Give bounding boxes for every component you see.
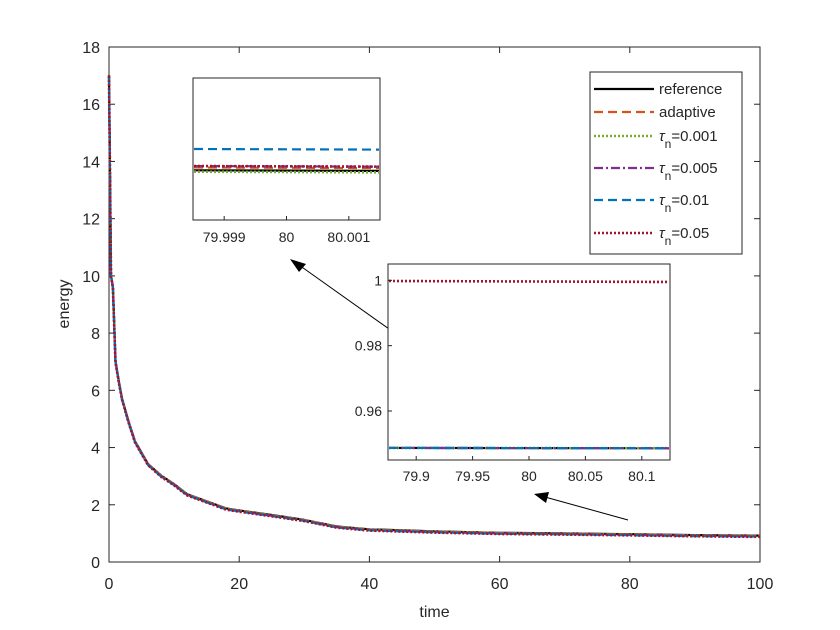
legend-items: reference adaptive τn=0.001 τn=0.005 τn=0.01… — [594, 81, 722, 248]
y-tick-label: 12 — [82, 212, 100, 229]
inset-right-x-tick-label: 79.9 — [403, 468, 430, 484]
x-tick-label: 40 — [361, 576, 379, 593]
inset-right-x-tick-label: 80.1 — [628, 468, 655, 484]
y-tick-label: 10 — [82, 269, 100, 286]
inset-right-y-tick-label: 1 — [374, 272, 382, 288]
inset-top-left-x-ticks: 79.999 80 80.001 — [203, 216, 370, 245]
inset-right-y-tick-label: 0.96 — [355, 403, 382, 419]
inset-top-left-line-0 — [193, 169, 380, 172]
x-tick-label: 60 — [491, 576, 509, 593]
y-tick-label: 18 — [82, 40, 100, 57]
legend-label-4: τn=0.01 — [659, 192, 709, 215]
series-line-5 — [107, 76, 761, 539]
x-axis-label: time — [419, 604, 449, 621]
legend-label-3: τn=0.005 — [659, 160, 718, 183]
inset-top-left-line-5 — [193, 164, 380, 168]
x-tick-label: 80 — [621, 576, 639, 593]
legend-label-5: τn=0.05 — [659, 225, 709, 248]
inset-top-left-x-tick-label: 79.999 — [203, 229, 246, 245]
legend-box — [589, 71, 743, 255]
y-tick-label: 16 — [82, 97, 100, 114]
main-y-ticks: 0 2 4 6 8 10 12 14 16 18 — [82, 40, 760, 572]
inset-right-line-5 — [388, 279, 670, 284]
y-tick-label: 2 — [91, 498, 100, 515]
arrow-to-right-inset — [544, 496, 629, 521]
inset-right-y-ticks: 0.96 0.98 1 — [355, 272, 392, 419]
inset-top-left-line-2 — [193, 170, 380, 174]
arrowhead-right-inset — [534, 492, 549, 503]
inset-right-plot-area — [387, 263, 671, 461]
inset-right-x-tick-label: 80 — [521, 468, 537, 484]
inset-right-x-ticks: 79.9 79.95 80 80.05 80.1 — [403, 456, 656, 484]
arrowhead-top-inset — [290, 259, 306, 272]
inset-top-left-line-4 — [193, 147, 380, 151]
legend-label-0: reference — [659, 81, 722, 98]
inset-right-y-tick-label: 0.98 — [355, 338, 382, 354]
x-tick-label: 100 — [747, 576, 774, 593]
inset-top-left: 79.999 80 80.001 — [192, 77, 381, 245]
inset-right: 79.9 79.95 80 80.05 80.1 0.96 0.98 1 — [355, 263, 671, 484]
y-tick-label: 6 — [91, 383, 100, 400]
legend: reference adaptive τn=0.001 τn=0.005 τn=0.01… — [589, 71, 743, 255]
inset-right-x-tick-label: 80.05 — [568, 468, 603, 484]
x-tick-label: 0 — [105, 576, 114, 593]
legend-label-1: adaptive — [659, 104, 716, 121]
inset-top-left-line-1 — [193, 166, 380, 170]
main-series-group — [107, 74, 761, 539]
y-tick-label: 0 — [91, 555, 100, 572]
inset-top-left-x-tick-label: 80 — [279, 229, 295, 245]
inset-right-series — [388, 279, 670, 450]
legend-label-2: τn=0.001 — [659, 128, 718, 151]
y-tick-label: 8 — [91, 326, 100, 343]
inset-top-left-series — [193, 147, 380, 174]
y-tick-label: 14 — [82, 154, 100, 171]
y-axis-label: energy — [56, 280, 73, 329]
y-tick-label: 4 — [91, 441, 100, 458]
inset-right-x-tick-label: 79.95 — [455, 468, 490, 484]
x-tick-label: 20 — [230, 576, 248, 593]
main-x-ticks: 0 20 40 60 80 100 — [105, 47, 774, 593]
inset-top-left-x-tick-label: 80.001 — [327, 229, 370, 245]
